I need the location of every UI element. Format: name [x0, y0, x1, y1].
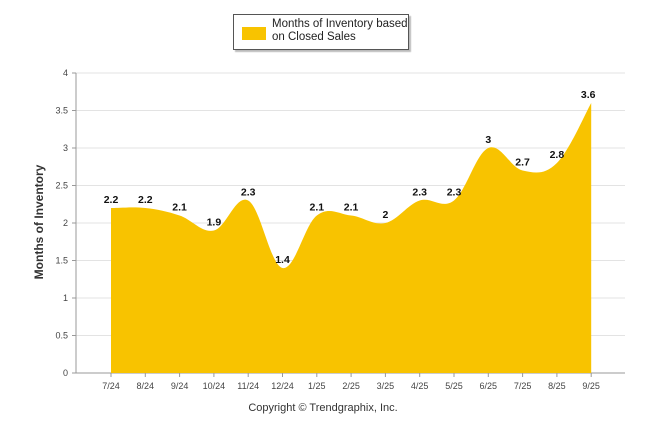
x-tick-label: 5/25 — [445, 381, 463, 391]
data-label: 1.9 — [207, 217, 222, 229]
x-tick-label: 1/25 — [308, 381, 326, 391]
data-label: 1.4 — [275, 254, 290, 266]
y-tick-label: 2 — [63, 218, 68, 228]
x-tick-label: 8/24 — [137, 381, 155, 391]
x-tick-label: 6/25 — [480, 381, 498, 391]
y-tick-label: 1 — [63, 293, 68, 303]
data-label: 2.1 — [309, 202, 324, 214]
data-label: 3 — [485, 134, 491, 146]
y-tick-label: 3.5 — [55, 106, 68, 116]
data-label: 2.8 — [550, 149, 565, 161]
x-tick-label: 8/25 — [548, 381, 566, 391]
data-label: 2.1 — [344, 202, 359, 214]
x-tick-label: 2/25 — [342, 381, 360, 391]
data-label: 3.6 — [581, 89, 596, 101]
x-tick-label: 12/24 — [271, 381, 294, 391]
data-label: 2.7 — [515, 157, 530, 169]
y-tick-label: 2.5 — [55, 181, 68, 191]
data-label: 2.3 — [447, 187, 462, 199]
y-axis-title: Months of Inventory — [32, 164, 46, 279]
y-tick-label: 3 — [63, 143, 68, 153]
legend: Months of Inventory based on Closed Sale… — [233, 14, 409, 50]
x-tick-label: 10/24 — [203, 381, 226, 391]
y-axis-ticks: 0 0.5 1 1.5 2 2.5 3 3.5 4 — [55, 68, 68, 378]
y-tick-label: 4 — [63, 68, 68, 78]
x-tick-label: 7/24 — [102, 381, 120, 391]
data-label: 2.1 — [172, 202, 187, 214]
y-tick-label: 0 — [63, 368, 68, 378]
data-label: 2.3 — [241, 187, 256, 199]
y-tick-label: 1.5 — [55, 256, 68, 266]
data-labels: 2.2 2.2 2.1 1.9 2.3 1.4 2.1 2.1 2 2.3 2.3 3 2.7 2.8 3.… — [104, 89, 596, 266]
x-tick-label: 9/25 — [582, 381, 600, 391]
x-tick-label: 3/25 — [377, 381, 395, 391]
legend-label: Months of Inventory based on Closed Sale… — [272, 18, 408, 43]
x-tick-label: 7/25 — [514, 381, 532, 391]
data-label: 2.2 — [138, 194, 153, 206]
legend-swatch — [242, 27, 266, 40]
x-tick-label: 11/24 — [237, 381, 259, 391]
series-area — [111, 103, 592, 373]
y-tick-label: 0.5 — [55, 331, 68, 341]
data-label: 2.3 — [412, 187, 427, 199]
series-area-layer — [111, 103, 592, 373]
copyright-text: Copyright © Trendgraphix, Inc. — [248, 402, 398, 414]
data-label: 2.2 — [104, 194, 119, 206]
x-tick-label: 9/24 — [171, 381, 189, 391]
x-axis-ticks: 7/24 8/24 9/24 10/24 11/24 12/24 1/25 2/25 3/25 4… — [102, 373, 600, 391]
data-label: 2 — [382, 209, 388, 221]
x-tick-label: 4/25 — [411, 381, 429, 391]
